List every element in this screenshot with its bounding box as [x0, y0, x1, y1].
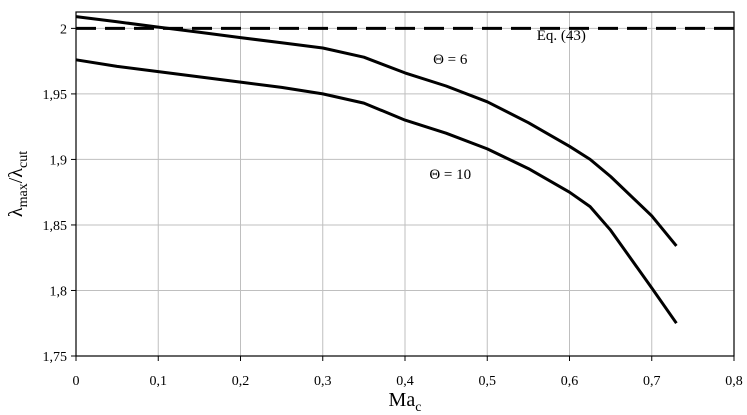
x-tick-label: 0,4	[396, 374, 414, 389]
y-axis-label-sub1: max	[16, 183, 31, 207]
x-axis-label-main: Ma	[389, 389, 416, 411]
y-axis-label-main2: λ	[5, 168, 27, 178]
series-line	[75, 58, 678, 325]
y-tick-label: 1,9	[50, 153, 68, 168]
x-axis-label-sub: c	[415, 400, 421, 415]
y-axis-label: λmax/λcut	[5, 151, 31, 217]
ticks: 0 0,1 0,2 0,3 0,4 0,5 0,6 0,7 0,8 1,75 1,8 1,85 1,9 1…	[43, 22, 743, 389]
y-tick-label: 2	[60, 22, 67, 37]
grid	[76, 12, 734, 356]
x-axis-label: Mac	[389, 389, 422, 415]
x-tick-label: 0,6	[561, 374, 579, 389]
y-tick-label: 1,85	[43, 219, 68, 234]
annotation-label: Θ = 6	[433, 52, 468, 68]
annotation-label: Θ = 10	[429, 167, 471, 183]
annotation-label: Eq. (43)	[537, 28, 586, 44]
x-tick-label: 0,8	[725, 374, 743, 389]
y-tick-label: 1,8	[50, 284, 68, 299]
series-group	[75, 15, 734, 325]
y-axis-label-sub2: cut	[16, 151, 31, 168]
x-tick-label: 0	[73, 374, 80, 389]
x-tick-label: 0,1	[150, 374, 168, 389]
series-line	[75, 15, 678, 247]
y-axis-label-main1: λ	[5, 207, 27, 217]
x-tick-label: 0,2	[232, 374, 250, 389]
x-tick-label: 0,7	[643, 374, 661, 389]
x-tick-label: 0,3	[314, 374, 332, 389]
annotations: Eq. (43) Θ = 6 Θ = 10	[429, 28, 586, 183]
y-tick-label: 1,95	[43, 88, 68, 103]
y-tick-label: 1,75	[43, 350, 68, 365]
y-axis-label-slash: /	[5, 177, 27, 183]
x-tick-label: 0,5	[479, 374, 497, 389]
